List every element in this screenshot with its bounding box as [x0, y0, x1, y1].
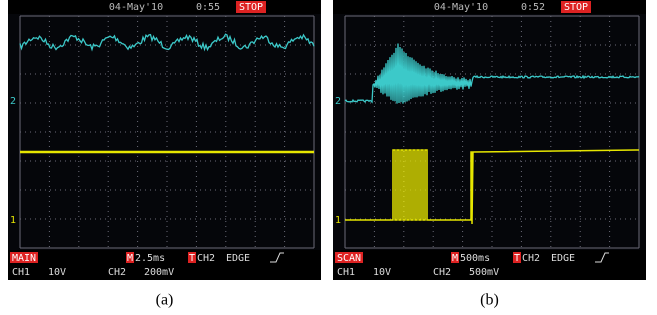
ch2-scale: 500mV [469, 267, 499, 278]
timebase: 500ms [460, 253, 490, 264]
status: STOP [239, 2, 263, 13]
ch2-label: CH2 [108, 267, 126, 278]
trigger-prefix: T [189, 253, 195, 264]
caption: (b) [480, 292, 499, 309]
mode: MAIN [12, 253, 36, 264]
time: 0:52 [521, 2, 545, 13]
ch1-scale: 10V [373, 267, 391, 278]
ch2-label: CH2 [433, 267, 451, 278]
top-bar [8, 0, 321, 14]
caption: (a) [156, 292, 174, 309]
channel-marker: 1 [335, 215, 341, 226]
channel-marker: 2 [335, 96, 341, 107]
timebase-prefix: M [452, 253, 458, 264]
ch1-label: CH1 [337, 267, 355, 278]
screen-bg [8, 0, 321, 280]
ch2-scale: 200mV [144, 267, 174, 278]
channel-marker: 1 [10, 215, 16, 226]
ch1-scale: 10V [48, 267, 66, 278]
channel-marker: 2 [10, 96, 16, 107]
time: 0:55 [196, 2, 220, 13]
trigger-source: CH2 [522, 253, 540, 264]
ch1-label: CH1 [12, 267, 30, 278]
top-bar [333, 0, 646, 14]
screen-bg [333, 0, 646, 280]
date: 04-May'10 [434, 2, 488, 13]
trigger-type: EDGE [551, 253, 575, 264]
timebase: 2.5ms [135, 253, 165, 264]
date: 04-May'10 [109, 2, 163, 13]
trigger-type: EDGE [226, 253, 250, 264]
figure: 04-May'100:55STOP21MAINM2.5msTCH2EDGECH1… [0, 0, 657, 315]
trigger-prefix: T [514, 253, 520, 264]
mode: SCAN [337, 253, 361, 264]
timebase-prefix: M [127, 253, 133, 264]
status: STOP [564, 2, 588, 13]
trigger-source: CH2 [197, 253, 215, 264]
